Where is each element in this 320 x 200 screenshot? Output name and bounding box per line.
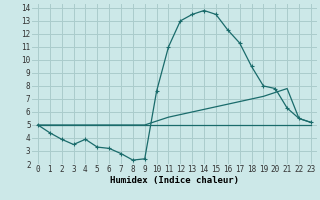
X-axis label: Humidex (Indice chaleur): Humidex (Indice chaleur) — [110, 176, 239, 185]
